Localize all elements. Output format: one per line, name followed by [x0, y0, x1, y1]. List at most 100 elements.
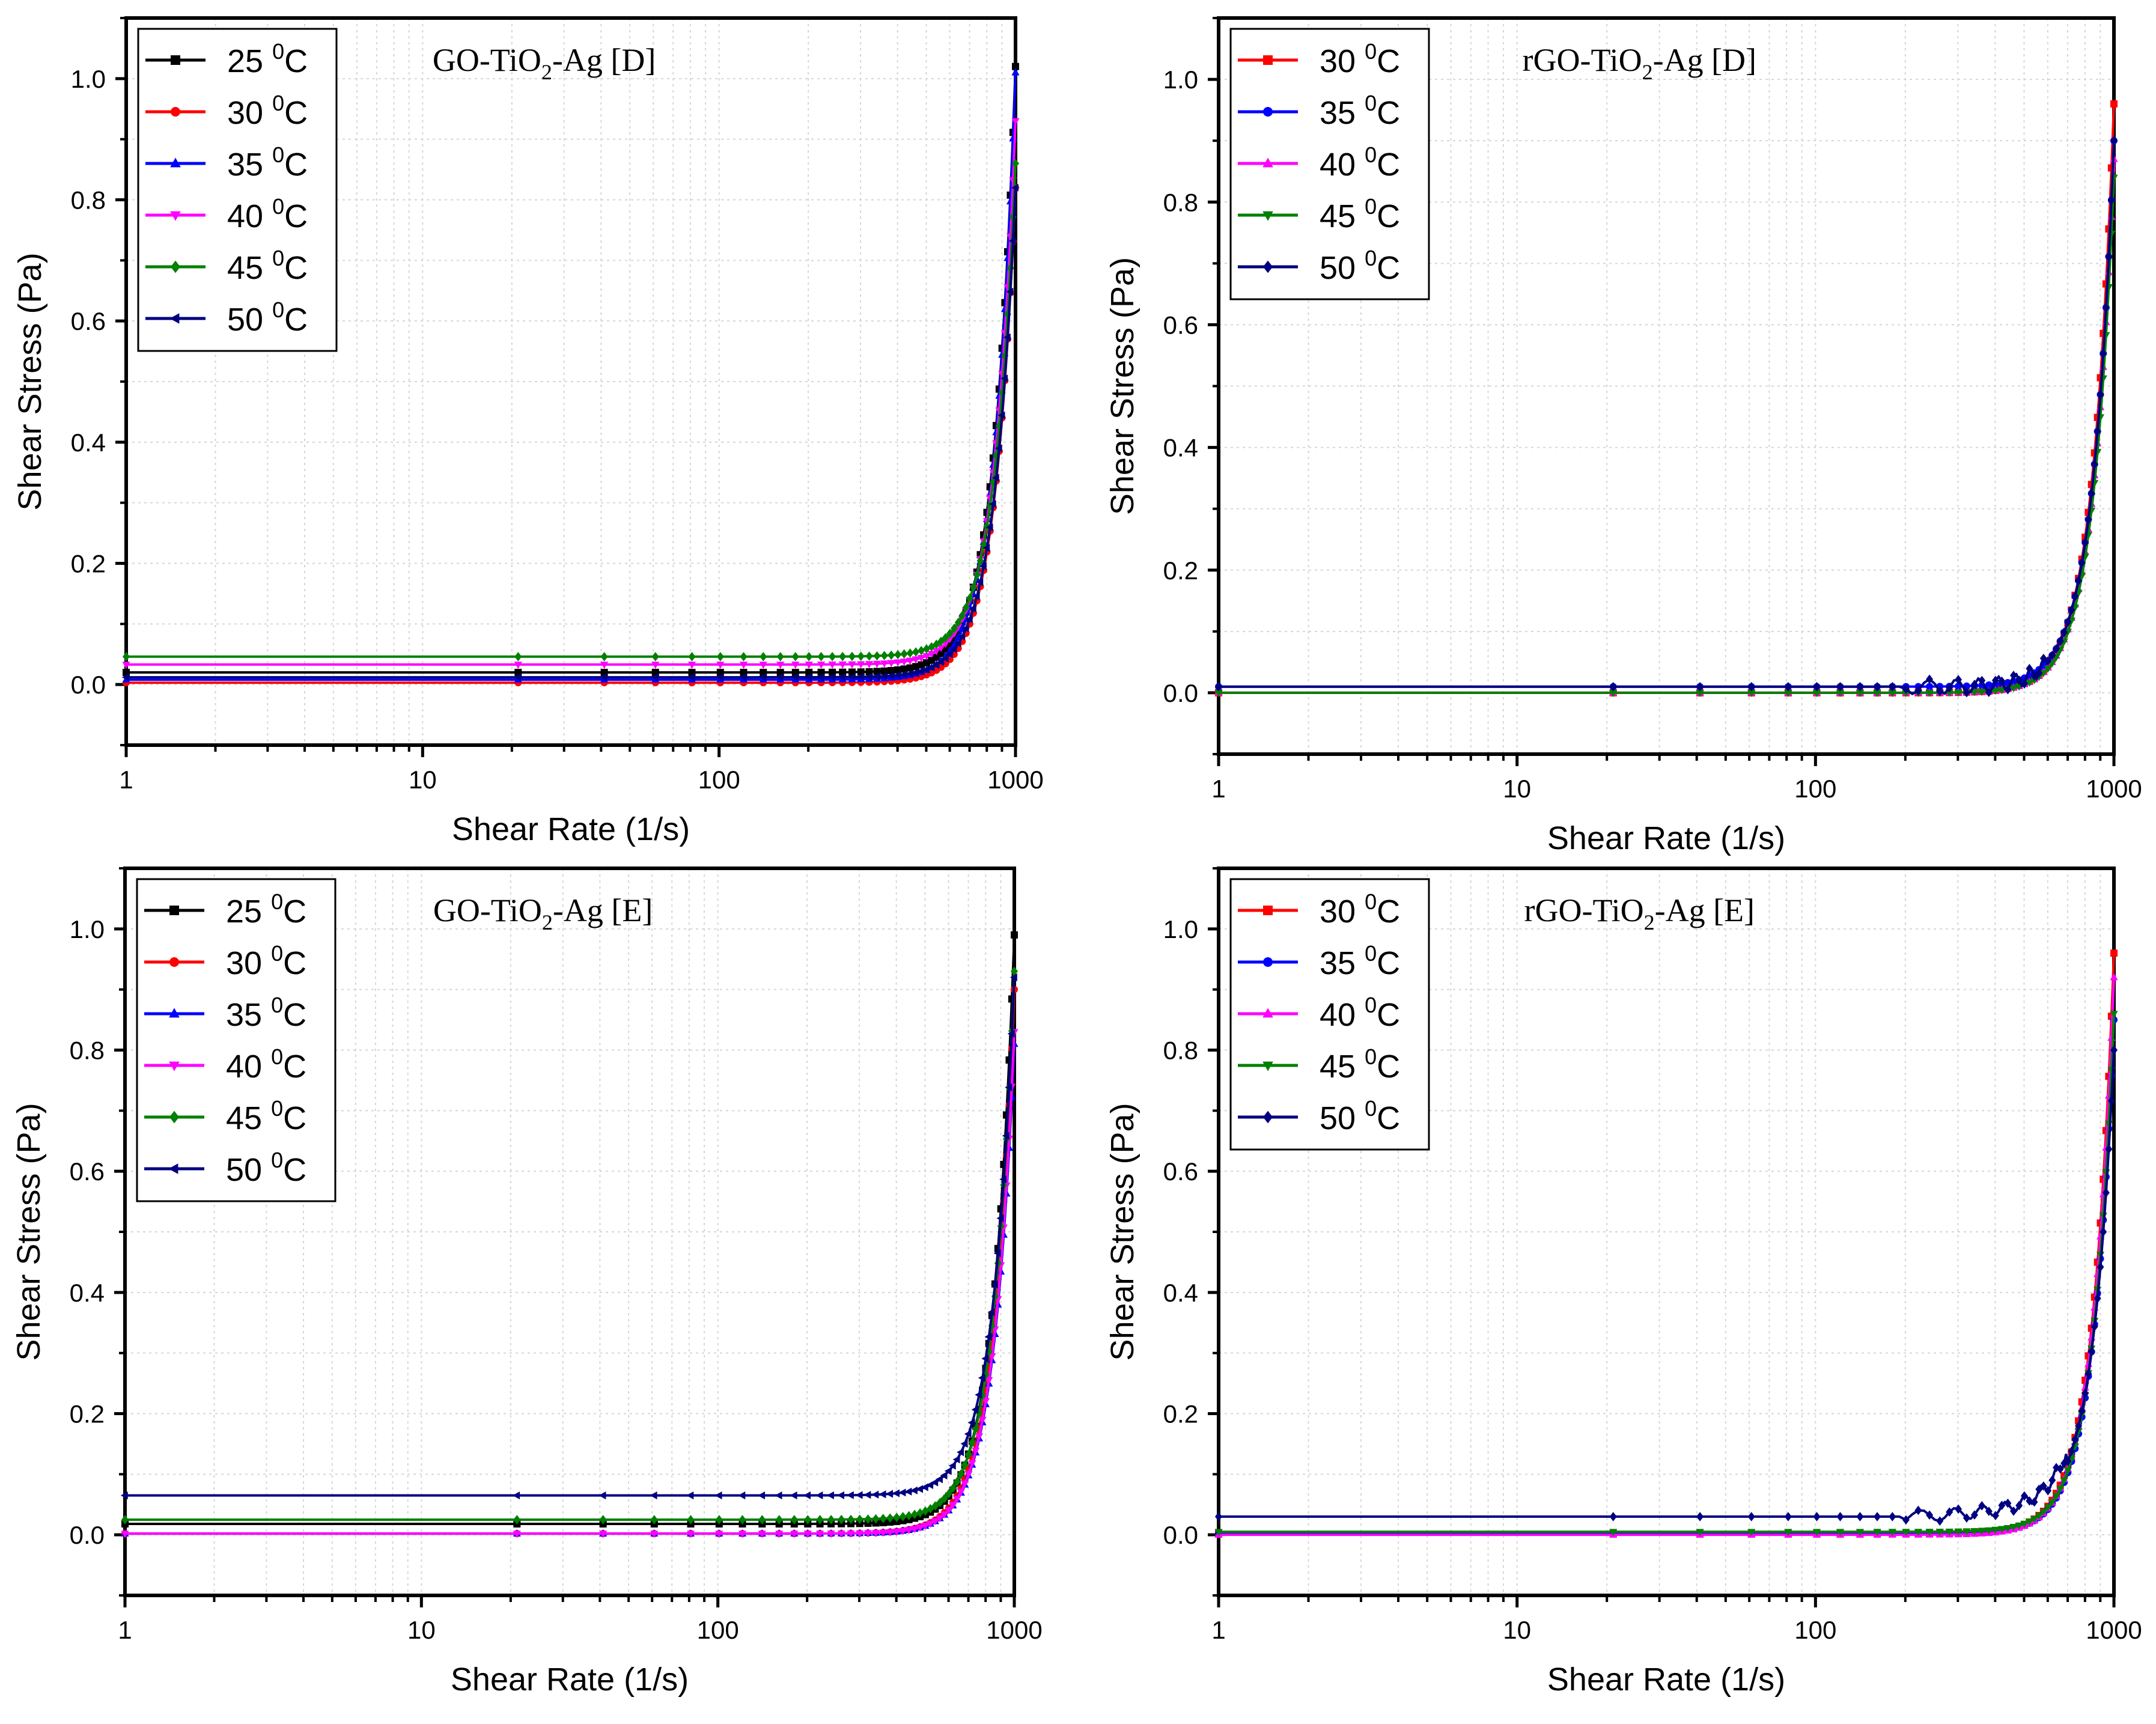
- data-point: [2048, 1475, 2056, 1485]
- data-point: [1946, 1507, 1953, 1517]
- legend-marker: [170, 211, 181, 221]
- data-point: [904, 1527, 913, 1535]
- data-point: [758, 1491, 766, 1500]
- data-point: [976, 578, 984, 586]
- data-point: [946, 629, 954, 638]
- data-point: [954, 639, 961, 648]
- data-point: [981, 1398, 990, 1406]
- data-point: [1902, 1529, 1910, 1537]
- data-point: [817, 673, 824, 681]
- data-point: [651, 651, 659, 662]
- legend-entry: 35 0C: [1238, 941, 1400, 981]
- legend-marker: [169, 1110, 179, 1124]
- data-point: [2100, 349, 2107, 359]
- x-axis-title: Shear Rate (1/s): [1547, 1662, 1785, 1698]
- data-point: [791, 662, 800, 669]
- legend-label: 30 0C: [1320, 39, 1400, 79]
- grid: [126, 18, 1016, 745]
- data-point: [969, 582, 977, 592]
- legend-marker: [1262, 1061, 1273, 1071]
- data-point: [815, 1491, 823, 1500]
- data-point: [2048, 650, 2056, 660]
- y-axis-title: Shear Stress (Pa): [11, 1103, 47, 1360]
- data-point: [759, 673, 767, 681]
- data-point: [2015, 1500, 2023, 1511]
- data-point: [988, 500, 996, 508]
- data-point: [2110, 973, 2118, 981]
- data-point: [686, 1531, 695, 1538]
- legend-label: 50 0C: [1320, 1096, 1400, 1136]
- legend-entry: 40 0C: [1238, 142, 1400, 183]
- data-point: [2105, 252, 2113, 261]
- data-point: [1888, 1529, 1896, 1537]
- data-point: [927, 651, 936, 659]
- data-point: [1889, 1512, 1896, 1521]
- data-point: [1609, 1512, 1617, 1521]
- legend-label: 45 0C: [1320, 194, 1400, 234]
- data-point: [1946, 683, 1953, 693]
- data-point: [1812, 690, 1821, 698]
- data-point: [121, 1515, 129, 1524]
- data-point: [1936, 1516, 1944, 1526]
- data-point: [911, 668, 919, 677]
- data-point: [1012, 62, 1019, 70]
- y-tick-label: 0.2: [1163, 1400, 1198, 1428]
- data-point: [1914, 1529, 1922, 1537]
- legend-entry: 30 0C: [1238, 39, 1400, 79]
- chart-panel-bottom-left: 0.0 0.2 0.4 0.6 0.8 1.0 1 10 100 1000 Shear Rate (…: [11, 867, 1043, 1698]
- data-point: [2110, 1011, 2118, 1019]
- data-point: [1609, 681, 1617, 692]
- y-tick-label: 1.0: [70, 915, 105, 943]
- legend-marker: [1262, 211, 1273, 221]
- data-point: [804, 1515, 812, 1524]
- data-point: [888, 650, 895, 660]
- legend-marker: [169, 1061, 180, 1071]
- data-point: [1006, 287, 1014, 296]
- data-point: [2020, 1491, 2028, 1501]
- data-point: [2071, 1434, 2079, 1445]
- data-point: [855, 1491, 863, 1499]
- data-point: [2107, 1096, 2115, 1106]
- data-point: [790, 1515, 798, 1524]
- data-point: [1001, 351, 1009, 361]
- data-point: [2053, 644, 2060, 654]
- data-point: [2087, 1347, 2095, 1357]
- data-point: [886, 1529, 894, 1537]
- data-point: [880, 672, 888, 680]
- data-point: [2056, 636, 2064, 646]
- data-point: [1011, 118, 1020, 126]
- data-point: [1008, 237, 1016, 245]
- y-tick-label: 0.8: [1163, 1037, 1198, 1065]
- legend-entry: 45 0C: [145, 246, 308, 286]
- data-point: [893, 1512, 901, 1522]
- data-point: [872, 660, 882, 668]
- data-point: [817, 661, 826, 669]
- data-point: [776, 662, 785, 669]
- data-point: [1214, 1529, 1223, 1537]
- data-point: [979, 1390, 987, 1400]
- data-point: [1696, 1512, 1704, 1521]
- y-tick-label: 0.6: [71, 307, 106, 335]
- data-point: [958, 632, 966, 641]
- x-tick-label: 1: [119, 766, 133, 794]
- legend-label: 25 0C: [226, 889, 306, 930]
- legend-marker: [1263, 260, 1273, 273]
- data-point: [856, 1514, 863, 1524]
- y-tick-label: 0.6: [1163, 1157, 1198, 1186]
- data-point: [513, 1491, 520, 1500]
- data-point: [738, 1491, 746, 1500]
- data-point: [985, 523, 993, 532]
- data-point: [994, 444, 1002, 452]
- data-point: [2110, 100, 2118, 108]
- data-point: [513, 1515, 521, 1524]
- legend-marker: [1262, 157, 1273, 168]
- data-point: [839, 651, 847, 662]
- data-point: [906, 657, 915, 665]
- data-point: [972, 1424, 979, 1434]
- data-point: [975, 1433, 984, 1441]
- legend-box: [137, 28, 338, 352]
- data-point: [2052, 1493, 2060, 1500]
- data-point: [805, 673, 812, 681]
- data-point: [1978, 1528, 1986, 1535]
- data-point: [1784, 681, 1792, 692]
